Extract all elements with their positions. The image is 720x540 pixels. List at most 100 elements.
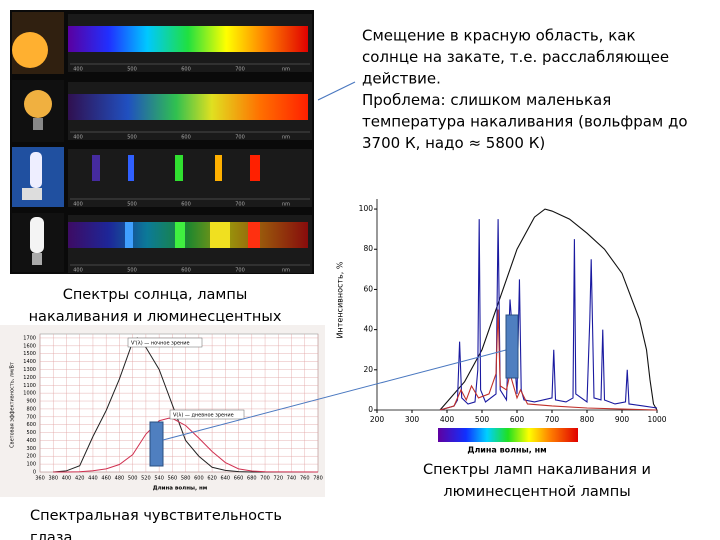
x-tick-label: 780	[313, 476, 323, 482]
scale-label: nm	[282, 135, 290, 141]
note-line: 3700 К, надо ≈ 5800 К)	[362, 134, 545, 152]
scale-label: nm	[282, 268, 290, 274]
x-tick-label: 480	[115, 476, 125, 482]
caption: люминесцентной лампы	[443, 484, 630, 500]
scale-label: 400	[73, 202, 83, 208]
scale-label: 400	[73, 268, 83, 274]
x-tick-label: 600	[194, 476, 204, 482]
x-tick-label: 660	[234, 476, 244, 482]
y-tick-label: 1100	[23, 383, 36, 389]
x-tick-label: 400	[440, 415, 455, 424]
x-tick-label: 520	[141, 476, 151, 482]
x-tick-label: 740	[287, 476, 297, 482]
y-tick-label: 60	[363, 284, 373, 293]
scale-label: 700	[235, 135, 245, 141]
legend-label: V'(λ) — ночное зрение	[131, 340, 190, 346]
y-tick-label: 600	[26, 422, 36, 428]
x-tick-label: 540	[154, 476, 164, 482]
pointer-arrow	[317, 81, 356, 101]
y-tick-label: 700	[26, 414, 36, 420]
legend-label: V(λ) — дневное зрение	[173, 412, 234, 418]
y-tick-label: 0	[368, 405, 373, 414]
x-tick-label: 800	[580, 415, 595, 424]
caption: Спектры ламп накаливания и	[423, 462, 651, 478]
y-tick-label: 800	[26, 406, 36, 412]
y-tick-label: 100	[359, 204, 374, 213]
x-tick-label: 700	[260, 476, 270, 482]
scale-label: 500	[127, 268, 137, 274]
note-line: Проблема: слишком маленькая	[362, 91, 611, 109]
data-line	[439, 309, 658, 411]
y-tick-label: 40	[363, 325, 373, 334]
x-tick-label: 900	[615, 415, 630, 424]
scale-label: 500	[127, 67, 137, 73]
x-tick-label: 300	[405, 415, 420, 424]
x-tick-label: 700	[545, 415, 560, 424]
scale-label: 600	[181, 135, 191, 141]
legend-box	[169, 409, 245, 420]
x-tick-label: 720	[274, 476, 284, 482]
scale-label: nm	[282, 202, 290, 208]
data-line	[439, 219, 658, 411]
data-line	[53, 337, 318, 473]
caption: глаза	[30, 530, 72, 540]
y-tick-label: 1400	[23, 359, 36, 365]
color-band	[438, 428, 578, 442]
x-tick-label: 1000	[647, 415, 666, 424]
y-tick-label: 100	[26, 462, 36, 468]
x-tick-label: 440	[88, 476, 98, 482]
y-tick-label: 1200	[23, 375, 36, 381]
lamp-spectra-chart: 0 20 40 60 80 100 200 300 400 500 600 700 800 900 1000…	[336, 199, 667, 455]
spectra-scales: 400 500 600 700 nm 400 500 600 700 nm 400 500 600 700…	[70, 63, 310, 274]
x-tick-label: 640	[221, 476, 231, 482]
data-line	[439, 208, 658, 411]
y-tick-label: 900	[26, 399, 36, 405]
scale-label: nm	[282, 67, 290, 73]
note-line: действие.	[362, 70, 441, 88]
y-tick-label: 400	[26, 438, 36, 444]
scale-label: 400	[73, 67, 83, 73]
y-tick-label: 1300	[23, 367, 36, 373]
x-tick-label: 500	[475, 415, 490, 424]
note-line: температура накаливания (вольфрам до	[362, 113, 688, 131]
connector-line	[162, 349, 507, 441]
scale-label: 600	[181, 67, 191, 73]
note-line: Смещение в красную область, как	[362, 27, 636, 45]
x-tick-label: 580	[181, 476, 191, 482]
caption: Спектральная чувствительность	[30, 508, 282, 524]
x-tick-label: 620	[207, 476, 217, 482]
scale-label: 700	[235, 67, 245, 73]
y-axis-label: Световая эффективность, лм/Вт	[10, 362, 16, 448]
y-tick-label: 80	[363, 244, 373, 253]
x-tick-label: 400	[62, 476, 72, 482]
x-axis-label: Длина волны, нм	[467, 446, 546, 455]
x-tick-label: 500	[128, 476, 138, 482]
x-tick-label: 460	[101, 476, 111, 482]
captions: Спектры солнца, лампы накаливания и люмин…	[29, 287, 651, 540]
x-tick-label: 360	[35, 476, 45, 482]
scale-label: 400	[73, 135, 83, 141]
spectra-panel	[10, 10, 314, 274]
note-line: солнце на закате, т.е. расслабляющее	[362, 48, 669, 66]
x-axis-label: Длина волны, нм	[153, 486, 208, 492]
x-tick-label: 680	[247, 476, 257, 482]
scale-label: 600	[181, 202, 191, 208]
y-tick-label: 1600	[23, 343, 36, 349]
x-tick-label: 200	[370, 415, 385, 424]
y-tick-label: 500	[26, 430, 36, 436]
y-axis-label: Интенсивность, %	[336, 261, 345, 338]
caption: Спектры солнца, лампы	[63, 287, 248, 303]
highlight-box	[505, 314, 519, 379]
y-tick-label: 0	[33, 470, 36, 476]
x-tick-label: 760	[300, 476, 310, 482]
scale-label: 500	[127, 135, 137, 141]
axes	[376, 199, 657, 411]
y-tick-label: 1500	[23, 351, 36, 357]
scale-label: 500	[127, 202, 137, 208]
x-tick-label: 420	[75, 476, 85, 482]
y-tick-label: 20	[363, 365, 373, 374]
y-tick-label: 1700	[23, 335, 36, 341]
